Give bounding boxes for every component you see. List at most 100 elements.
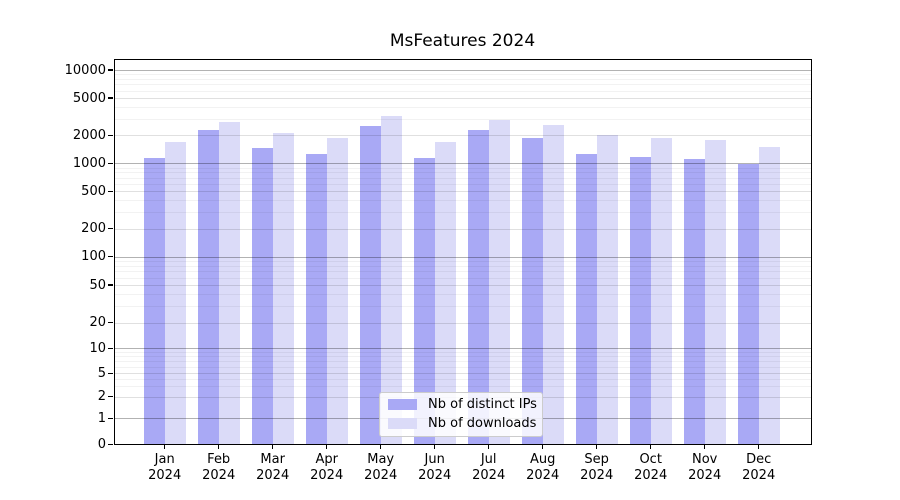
gridline-major: [114, 256, 811, 258]
bar-downloads-feb: [218, 121, 240, 444]
x-tick-year: 2024: [688, 467, 722, 483]
bar-distinct-ips-sep: [575, 154, 597, 444]
gridline-minor: [114, 79, 811, 81]
x-tick-label-jan: Jan 2024: [133, 452, 197, 483]
gridline-minor: [114, 200, 811, 202]
x-tick-year: 2024: [202, 467, 236, 483]
gridline-major: [114, 70, 811, 71]
bar-downloads-may: [380, 116, 402, 444]
y-tick-label: 20: [89, 315, 106, 331]
y-tick-label: 50: [89, 277, 106, 293]
y-tick-mark: [108, 190, 113, 193]
x-tick-mark: [326, 444, 328, 449]
bar-downloads-mar: [272, 133, 294, 444]
gridline-minor: [114, 356, 811, 358]
y-tick-mark: [108, 396, 113, 398]
bar-downloads-jul: [488, 120, 510, 444]
legend-swatch-distinct-ips: [388, 399, 417, 410]
bar-downloads-jun: [434, 142, 456, 444]
x-tick-mark: [758, 444, 760, 449]
x-tick-mark: [596, 444, 598, 449]
x-tick-year: 2024: [742, 467, 776, 483]
bar-distinct-ips-oct: [629, 156, 651, 444]
x-tick-label-mar: Mar 2024: [241, 452, 305, 483]
gridline-major: [114, 373, 811, 375]
gridline-minor: [114, 378, 811, 380]
x-tick-month: Oct: [639, 452, 662, 467]
x-tick-month: Dec: [746, 452, 772, 467]
x-tick-month: Mar: [260, 452, 285, 467]
y-tick-label: 5000: [72, 90, 106, 106]
x-tick-year: 2024: [310, 467, 344, 483]
x-tick-label-may: May 2024: [349, 452, 413, 483]
y-tick-mark: [108, 97, 113, 99]
x-tick-month: Apr: [315, 452, 338, 467]
x-tick-label-apr: Apr 2024: [295, 452, 359, 483]
y-tick-label: 100: [81, 249, 106, 265]
bar-distinct-ips-jan: [143, 157, 165, 444]
y-tick-label: 10000: [64, 62, 106, 78]
y-tick-label: 500: [81, 183, 106, 199]
x-tick-mark: [164, 444, 166, 449]
y-tick-label: 10: [89, 340, 106, 356]
bar-distinct-ips-jun: [413, 158, 435, 444]
y-tick-mark: [108, 443, 113, 446]
x-tick-mark: [704, 444, 706, 449]
x-tick-month: Aug: [529, 452, 556, 467]
x-tick-year: 2024: [580, 467, 614, 483]
y-tick-label: 2: [97, 389, 106, 405]
chart-title: MsFeatures 2024: [389, 31, 536, 51]
x-tick-year: 2024: [148, 467, 182, 483]
x-tick-mark: [650, 444, 652, 449]
gridline-major: [114, 163, 811, 165]
gridline-minor: [114, 366, 811, 368]
gridline-minor: [114, 361, 811, 363]
x-tick-month: Feb: [207, 452, 231, 467]
gridline-major: [114, 98, 811, 100]
gridline-minor: [114, 84, 811, 86]
x-tick-year: 2024: [634, 467, 668, 483]
gridline-minor: [114, 184, 811, 186]
x-tick-label-dec: Dec 2024: [727, 452, 791, 483]
bar-distinct-ips-nov: [683, 159, 705, 444]
x-tick-month: Jun: [424, 452, 445, 467]
x-tick-year: 2024: [526, 467, 560, 483]
x-tick-label-oct: Oct 2024: [619, 452, 683, 483]
bar-downloads-apr: [326, 138, 348, 444]
x-tick-year: 2024: [472, 467, 506, 483]
x-tick-mark: [272, 444, 274, 449]
gridline-minor: [114, 118, 811, 120]
x-tick-label-aug: Aug 2024: [511, 452, 575, 483]
bar-distinct-ips-may: [359, 126, 381, 444]
gridline-minor: [114, 271, 811, 273]
x-tick-year: 2024: [418, 467, 452, 483]
gridline-minor: [114, 74, 811, 76]
gridline-major: [114, 322, 811, 324]
legend-label: Nb of distinct IPs: [428, 397, 537, 412]
gridline-minor: [114, 306, 811, 308]
bar-distinct-ips-aug: [521, 137, 543, 444]
y-tick-label: 2000: [72, 127, 106, 143]
y-tick-mark: [108, 227, 113, 230]
bar-distinct-ips-apr: [305, 153, 327, 444]
x-tick-label-jul: Jul 2024: [457, 452, 521, 483]
gridline-minor: [114, 386, 811, 388]
gridline-minor: [114, 167, 811, 169]
y-tick-mark: [108, 69, 113, 71]
x-tick-year: 2024: [364, 467, 398, 483]
gridline-minor: [114, 177, 811, 179]
gridline-minor: [114, 107, 811, 109]
x-tick-mark: [542, 444, 544, 449]
y-tick-label: 200: [81, 221, 106, 237]
bar-downloads-dec: [758, 146, 780, 444]
y-tick-mark: [108, 322, 113, 324]
bar-downloads-jan: [164, 141, 186, 444]
gridline-minor: [114, 90, 811, 92]
x-tick-mark: [488, 444, 490, 449]
legend-label: Nb of downloads: [428, 416, 537, 431]
y-tick-mark: [108, 134, 113, 136]
gridline-minor: [114, 172, 811, 174]
gridline-minor: [114, 352, 811, 354]
bar-distinct-ips-feb: [197, 130, 219, 444]
legend-item-distinct-ips: Nb of distinct IPs: [380, 396, 542, 414]
